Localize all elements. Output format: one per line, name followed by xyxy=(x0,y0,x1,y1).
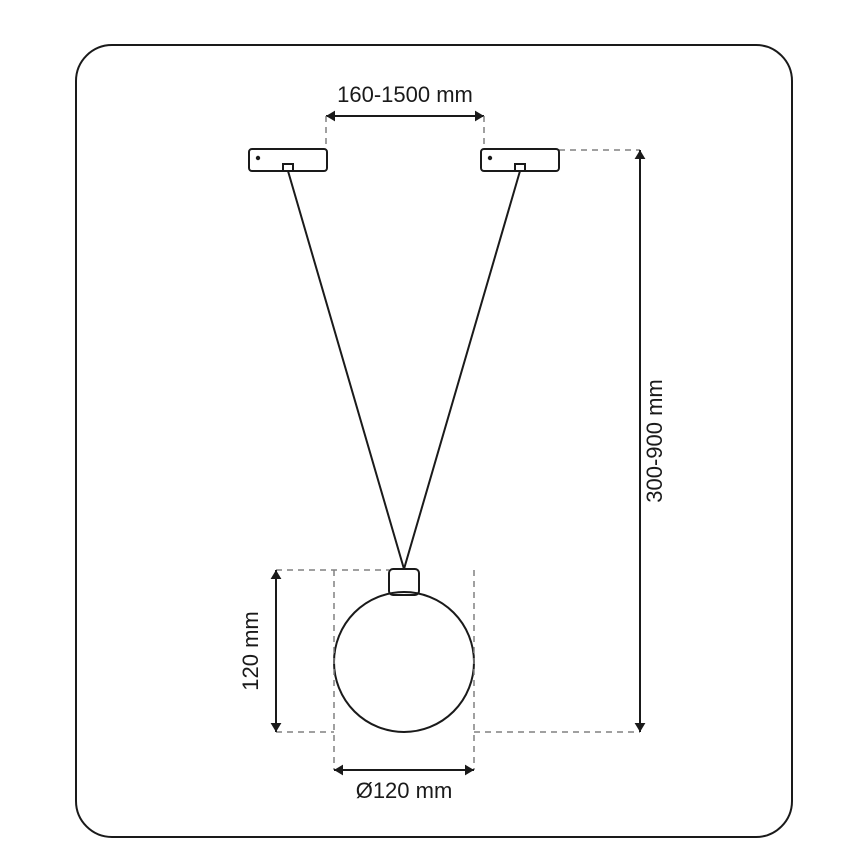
ceiling-canopy xyxy=(481,149,559,171)
screw-dot xyxy=(488,156,492,160)
screw-dot xyxy=(256,156,260,160)
cable-exit xyxy=(283,164,293,171)
bulb-globe xyxy=(334,592,474,732)
dim-label-top-spacing: 160-1500 mm xyxy=(337,82,473,107)
cable-exit xyxy=(515,164,525,171)
dim-label-total-height: 300-900 mm xyxy=(642,379,667,503)
diagram-border xyxy=(76,45,792,837)
ceiling-canopy xyxy=(249,149,327,171)
dim-label-bulb-height: 120 mm xyxy=(238,611,263,690)
cable-right xyxy=(404,171,520,569)
cable-left xyxy=(288,171,404,569)
dim-label-diameter: Ø120 mm xyxy=(356,778,453,803)
